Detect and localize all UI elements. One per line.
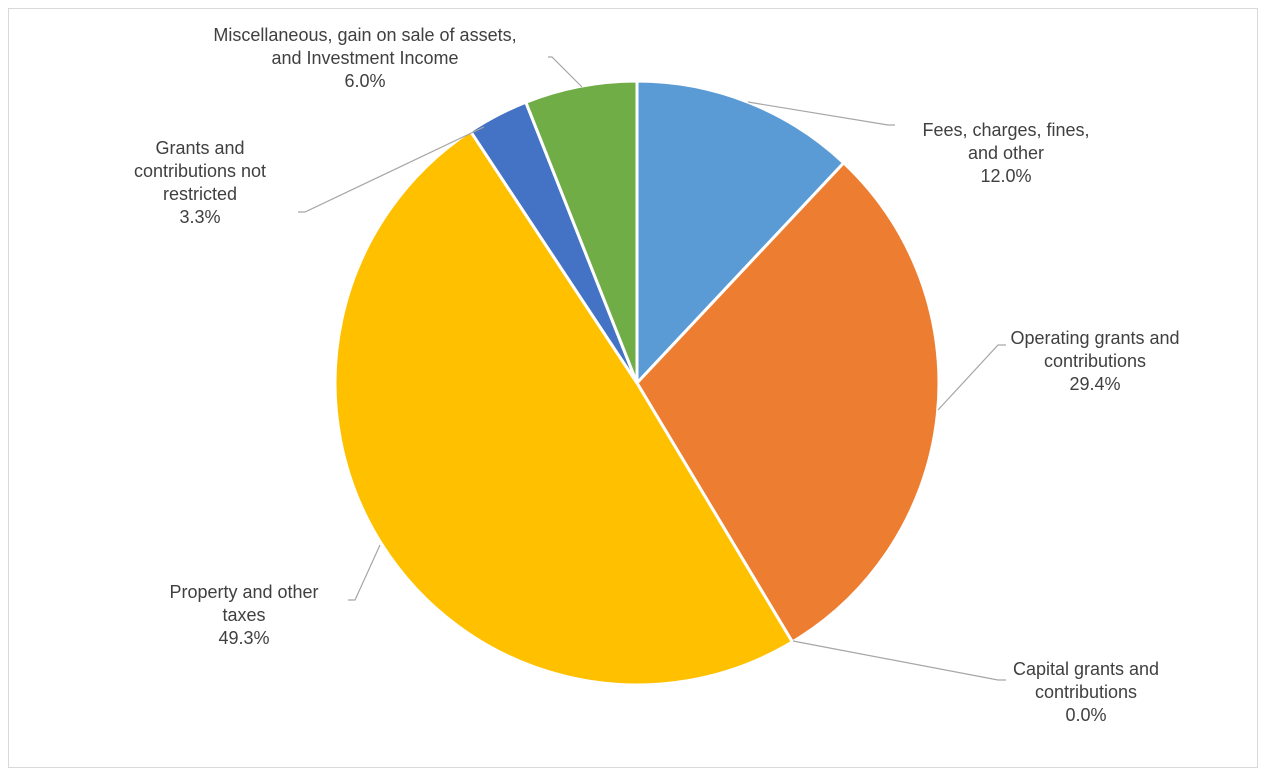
leader-line-property-and-other-taxes — [348, 544, 381, 601]
data-label-grants-and-contributions-not-restricted: Grants and contributions not restricted 3.3… — [134, 138, 266, 227]
leader-line-miscellaneous-gain-on-sale-of-assets-and-investment-income — [548, 56, 583, 88]
data-label-category-line: Operating grants and — [1010, 328, 1179, 348]
data-label-fees-charges-fines-and-other: Fees, charges, fines, and other 12.0% — [922, 120, 1089, 186]
data-label-value: 29.4% — [1069, 374, 1120, 394]
data-label-category-line: contributions not — [134, 161, 266, 181]
leader-line-fees-charges-fines-and-other — [747, 101, 895, 126]
data-label-category-line: Property and other — [169, 582, 318, 602]
slice-property-and-other-taxes — [333, 129, 794, 687]
data-label-category-line: taxes — [222, 605, 265, 625]
leader-line-operating-grants-and-contributions — [937, 344, 1006, 411]
data-label-category-line: Miscellaneous, gain on sale of assets, — [213, 25, 516, 45]
slice-miscellaneous-gain-on-sale-of-assets-and-investment-income — [524, 79, 639, 385]
data-label-value: 12.0% — [980, 166, 1031, 186]
data-label-category-line: contributions — [1035, 682, 1137, 702]
data-label-category-line: contributions — [1044, 351, 1146, 371]
data-label-value: 3.3% — [179, 207, 220, 227]
data-label-category-line: Capital grants and — [1013, 659, 1159, 679]
data-label-miscellaneous-gain-on-sale-of-assets-and-investment-income: Miscellaneous, gain on sale of assets, an… — [213, 25, 516, 91]
data-label-category-line: and other — [968, 143, 1044, 163]
leader-line-capital-grants-and-contributions — [792, 640, 1006, 681]
data-label-value: 6.0% — [344, 71, 385, 91]
data-label-category-line: Grants and — [155, 138, 244, 158]
data-label-value: 49.3% — [218, 628, 269, 648]
data-label-value: 0.0% — [1065, 705, 1106, 725]
pie-slices — [333, 79, 941, 687]
data-label-category-line: and Investment Income — [271, 48, 458, 68]
data-labels: Fees, charges, fines, and other 12.0% Opera… — [134, 25, 1180, 725]
data-label-capital-grants-and-contributions: Capital grants and contributions 0.0% — [1013, 659, 1159, 725]
leader-lines — [298, 56, 1006, 681]
data-label-category-line: restricted — [163, 184, 237, 204]
leader-line-grants-and-contributions-not-restricted — [298, 126, 485, 213]
data-label-property-and-other-taxes: Property and other taxes 49.3% — [169, 582, 318, 648]
data-label-operating-grants-and-contributions: Operating grants and contributions 29.4% — [1010, 328, 1179, 394]
data-label-category-line: Fees, charges, fines, — [922, 120, 1089, 140]
slice-operating-grants-and-contributions — [635, 161, 941, 644]
